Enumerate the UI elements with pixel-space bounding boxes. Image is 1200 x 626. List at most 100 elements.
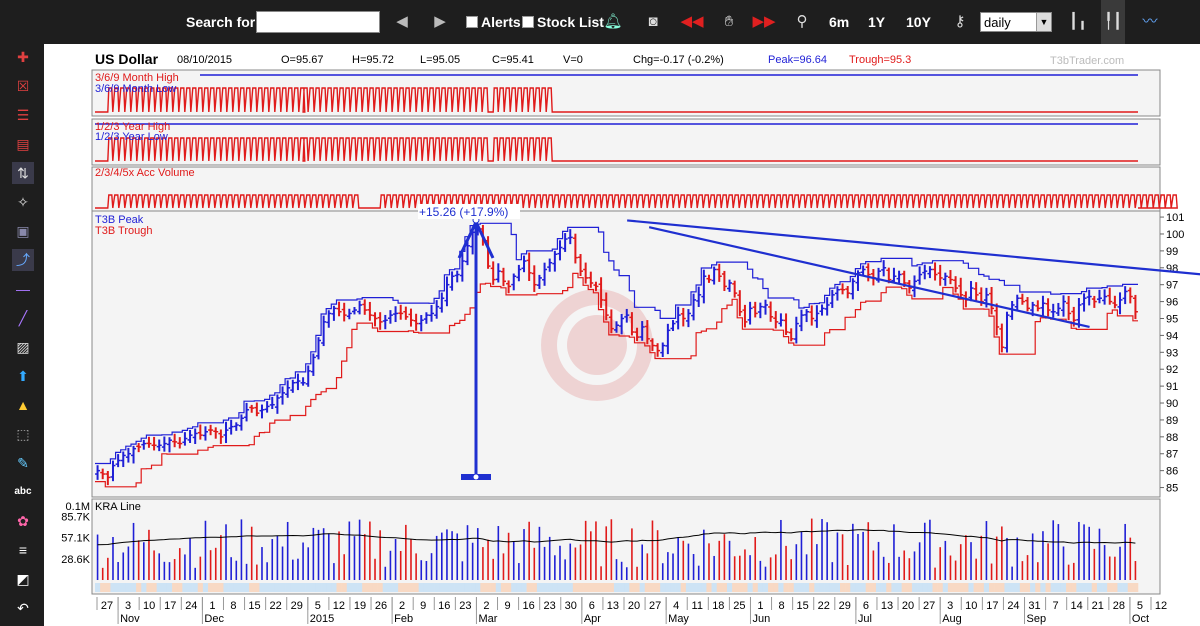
- kra-strip-cell: [1060, 583, 1067, 592]
- x-day-label: 16: [438, 600, 450, 612]
- stock-list-checkbox[interactable]: Stock List: [522, 0, 604, 44]
- trendline-icon[interactable]: ╱: [18, 310, 28, 326]
- kra-strip-cell: [1086, 583, 1093, 592]
- crosshair-icon[interactable]: ✚: [17, 49, 29, 65]
- undo-icon[interactable]: ↶: [17, 600, 29, 616]
- arrow-up-icon[interactable]: ⬆: [17, 368, 29, 384]
- trendline[interactable]: [627, 219, 1200, 291]
- horizontal-line-icon[interactable]: —: [16, 281, 30, 297]
- ohlc-candle: [999, 323, 1005, 353]
- ohlc-candle: [942, 272, 948, 286]
- horizontal-lines-icon[interactable]: ☰: [16, 107, 30, 123]
- ohlc-candle: [947, 270, 953, 285]
- next-arrow-icon[interactable]: ▶: [434, 13, 446, 30]
- trendline[interactable]: [648, 226, 1090, 329]
- kra-strip-cell: [937, 583, 944, 592]
- range-1y-button[interactable]: 1Y: [868, 14, 886, 30]
- selection-rectangle-icon[interactable]: ⬚: [16, 426, 30, 442]
- kra-strip-cell: [475, 583, 481, 592]
- ohlc-candle: [973, 282, 979, 301]
- kra-strip-cell: [768, 583, 774, 592]
- year-high-line: [95, 137, 1138, 162]
- ohlc-candle: [619, 313, 625, 335]
- save-icon[interactable]: ▣: [16, 223, 30, 239]
- x-day-label: 23: [459, 600, 471, 612]
- kra-strip-cell: [732, 583, 738, 592]
- delete-drawing-icon[interactable]: ☒: [16, 78, 30, 94]
- kra-strip-cell: [295, 583, 301, 592]
- x-day-label: 24: [1007, 600, 1019, 612]
- kra-strip-cell: [208, 583, 214, 592]
- ohlc-chart-icon[interactable]: ╿┃: [1101, 0, 1125, 44]
- kra-strip-cell: [254, 583, 260, 592]
- kra-strip-cell: [213, 583, 219, 592]
- x-day-label: 26: [375, 600, 387, 612]
- kra-strip-cell: [809, 583, 815, 592]
- ohlc-candle: [953, 276, 959, 293]
- ohlc-candle: [264, 401, 270, 413]
- alert-bell-icon[interactable]: ▲: [16, 397, 30, 413]
- bar-chart-icon[interactable]: ┃╻: [1068, 13, 1088, 30]
- text-tool-icon[interactable]: abc: [14, 486, 32, 497]
- measure-base-handle[interactable]: [473, 474, 479, 480]
- x-month-label: Dec: [204, 613, 224, 625]
- menu-icon[interactable]: ≡: [18, 542, 28, 558]
- range-10y-button[interactable]: 10Y: [906, 14, 931, 30]
- y-tick-label: 87: [1166, 449, 1178, 461]
- range-6m-button[interactable]: 6m: [829, 14, 850, 30]
- stats-icon[interactable]: ▤: [16, 136, 30, 152]
- fast-forward-icon[interactable]: ▶▶: [752, 13, 776, 30]
- ohlc-candle: [937, 264, 943, 286]
- previous-arrow-icon[interactable]: ◀: [396, 13, 408, 30]
- kra-strip-cell: [249, 583, 255, 592]
- x-day-label: 22: [270, 600, 282, 612]
- ohlc-candle: [351, 307, 357, 315]
- kra-strip-cell: [197, 583, 204, 592]
- quote-open: O=95.67: [281, 54, 324, 66]
- ohlc-candle: [516, 264, 522, 282]
- bell-icon[interactable]: 🔔︎: [603, 13, 623, 30]
- rewind-icon[interactable]: ◀◀: [680, 13, 704, 30]
- period-select[interactable]: daily ▼: [980, 12, 1052, 32]
- kra-strip-cell: [244, 583, 250, 592]
- hand-icon[interactable]: ✋︎: [724, 13, 734, 30]
- kra-strip-cell: [629, 583, 635, 592]
- ohlc-candle: [634, 327, 640, 342]
- kra-strip-cell: [557, 583, 563, 592]
- brush-icon[interactable]: ✎: [17, 455, 29, 471]
- legend-year-high: 1/2/3 Year High: [95, 121, 170, 133]
- ohlc-candle: [552, 250, 558, 272]
- kra-strip-cell: [459, 583, 466, 592]
- alerts-checkbox-box[interactable]: [466, 16, 478, 28]
- zoom-icon[interactable]: ⚲: [796, 13, 808, 30]
- trend-tool-icon[interactable]: ⤴: [12, 249, 34, 271]
- line-chart-icon[interactable]: 〰: [1142, 13, 1158, 30]
- magnify-icon[interactable]: ✧: [17, 194, 29, 210]
- ohlc-candle: [187, 429, 193, 443]
- alerts-checkbox[interactable]: Alerts: [466, 0, 521, 44]
- channel-icon[interactable]: ▨: [16, 339, 30, 355]
- ohlc-candle: [161, 436, 167, 452]
- kra-strip-cell: [665, 583, 671, 592]
- stock-list-checkbox-box[interactable]: [522, 16, 534, 28]
- camera-icon[interactable]: ◙: [648, 13, 658, 30]
- legend-t3b-trough: T3B Trough: [95, 225, 152, 237]
- ohlc-candle: [367, 301, 373, 321]
- search-input[interactable]: [256, 11, 380, 33]
- kra-strip-cell: [675, 583, 682, 592]
- kra-strip-cell: [901, 583, 908, 592]
- kra-strip-cell: [691, 583, 697, 592]
- ohlc-candle: [1112, 295, 1118, 309]
- color-palette-icon[interactable]: ✿: [17, 513, 29, 529]
- ohlc-candle: [1061, 295, 1066, 317]
- quote-low: L=95.05: [420, 54, 460, 66]
- fill-icon[interactable]: ◩: [16, 571, 30, 587]
- ohlc-candle: [994, 303, 1000, 336]
- kra-strip-cell: [911, 583, 918, 592]
- ohlc-candle: [845, 286, 851, 299]
- compare-icon[interactable]: ⇅: [12, 162, 34, 184]
- key-icon[interactable]: ⚷: [954, 13, 966, 30]
- kra-strip-cell: [187, 583, 193, 592]
- kra-strip-cell: [793, 583, 800, 592]
- ohlc-candle: [572, 233, 578, 264]
